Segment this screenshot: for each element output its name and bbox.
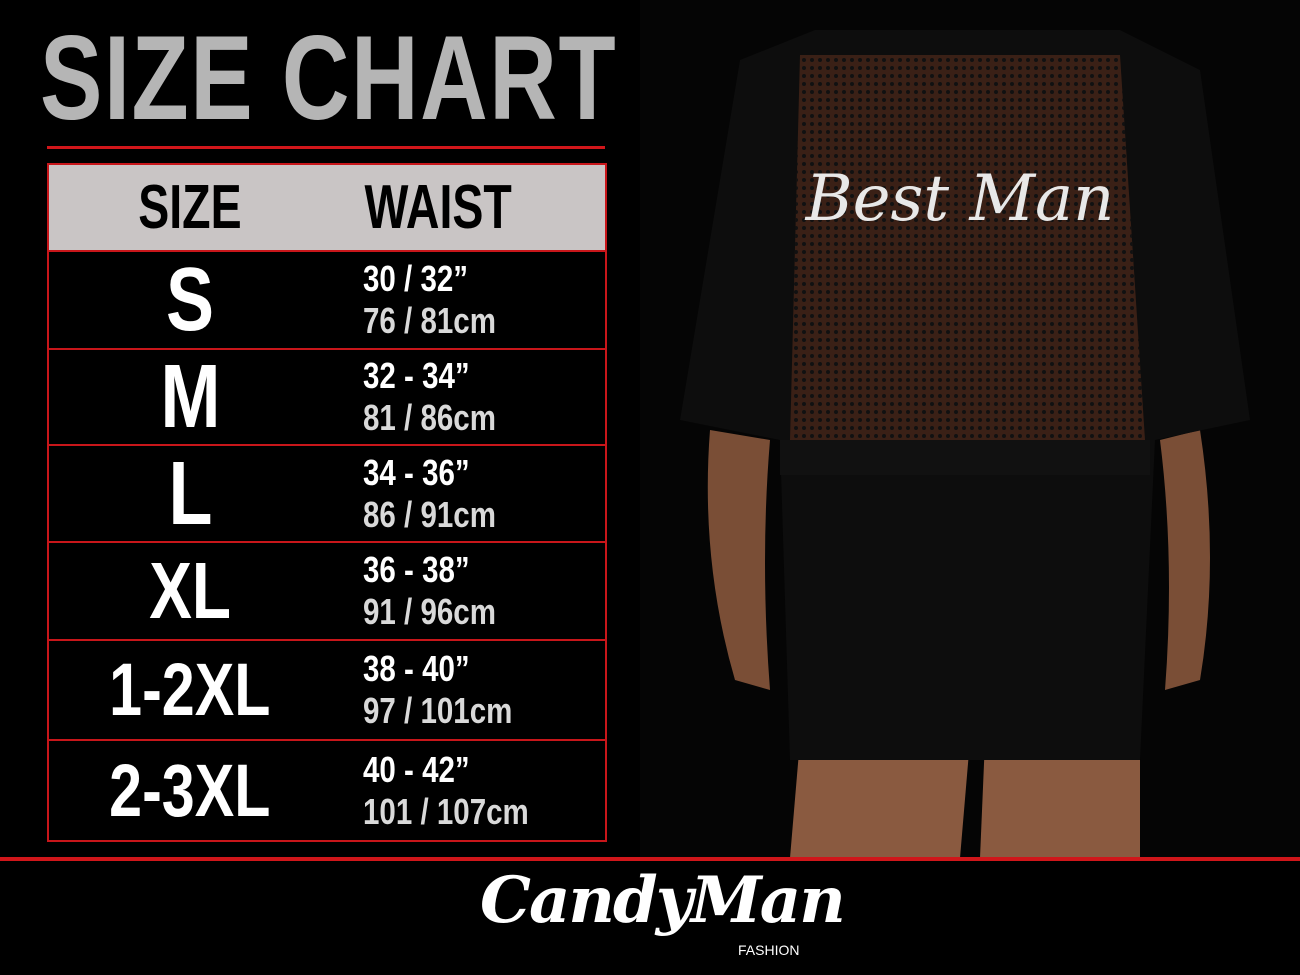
size-label: 2-3XL <box>109 748 271 832</box>
waist-value: 34 - 36” 86 / 91cm <box>363 452 496 536</box>
waist-cm: 81 / 86cm <box>363 397 496 438</box>
page-title: SIZE CHART <box>40 11 618 145</box>
waist-cm: 86 / 91cm <box>363 493 496 535</box>
header-waist: WAIST <box>364 172 512 242</box>
waist-value: 30 / 32” 76 / 81cm <box>363 258 496 342</box>
waist-inches: 30 / 32” <box>363 258 469 299</box>
header-size: SIZE <box>138 172 242 242</box>
waist-value: 38 - 40” 97 / 101cm <box>363 648 512 732</box>
table-row: 2-3XL 40 - 42” 101 / 107cm <box>49 741 605 840</box>
table-row: S 30 / 32” 76 / 81cm <box>49 252 605 350</box>
waist-inches: 36 - 38” <box>363 549 470 590</box>
size-label: XL <box>149 546 231 635</box>
waist-cm: 97 / 101cm <box>363 690 513 731</box>
waist-cm: 91 / 96cm <box>363 591 496 632</box>
size-table: SIZE WAIST S 30 / 32” 76 / 81cm M 32 - 34”… <box>47 163 607 842</box>
size-label: 1-2XL <box>109 648 271 731</box>
size-label: M <box>159 350 220 446</box>
table-row: 1-2XL 38 - 40” 97 / 101cm <box>49 641 605 741</box>
brand-logo: CandyMan <box>480 863 846 938</box>
garment-print-text: Best Man <box>805 162 1115 236</box>
footer-divider <box>0 857 1300 861</box>
size-label: L <box>167 446 212 543</box>
waist-inches: 38 - 40” <box>363 648 470 689</box>
table-row: M 32 - 34” 81 / 86cm <box>49 350 605 446</box>
table-row: L 34 - 36” 86 / 91cm <box>49 446 605 543</box>
waist-inches: 32 - 34” <box>363 355 470 396</box>
table-header: SIZE WAIST <box>49 165 605 252</box>
title-divider <box>47 146 605 149</box>
waist-cm: 101 / 107cm <box>363 790 529 832</box>
size-label: S <box>165 252 215 350</box>
product-photo: Best Man <box>640 0 1300 858</box>
brand-tagline: FASHION <box>738 942 800 958</box>
waist-value: 40 - 42” 101 / 107cm <box>363 749 529 833</box>
waist-cm: 76 / 81cm <box>363 300 496 341</box>
waist-value: 32 - 34” 81 / 86cm <box>363 355 496 439</box>
waist-inches: 34 - 36” <box>363 451 470 493</box>
table-row: XL 36 - 38” 91 / 96cm <box>49 543 605 641</box>
waist-value: 36 - 38” 91 / 96cm <box>363 549 496 633</box>
waist-inches: 40 - 42” <box>363 748 470 790</box>
